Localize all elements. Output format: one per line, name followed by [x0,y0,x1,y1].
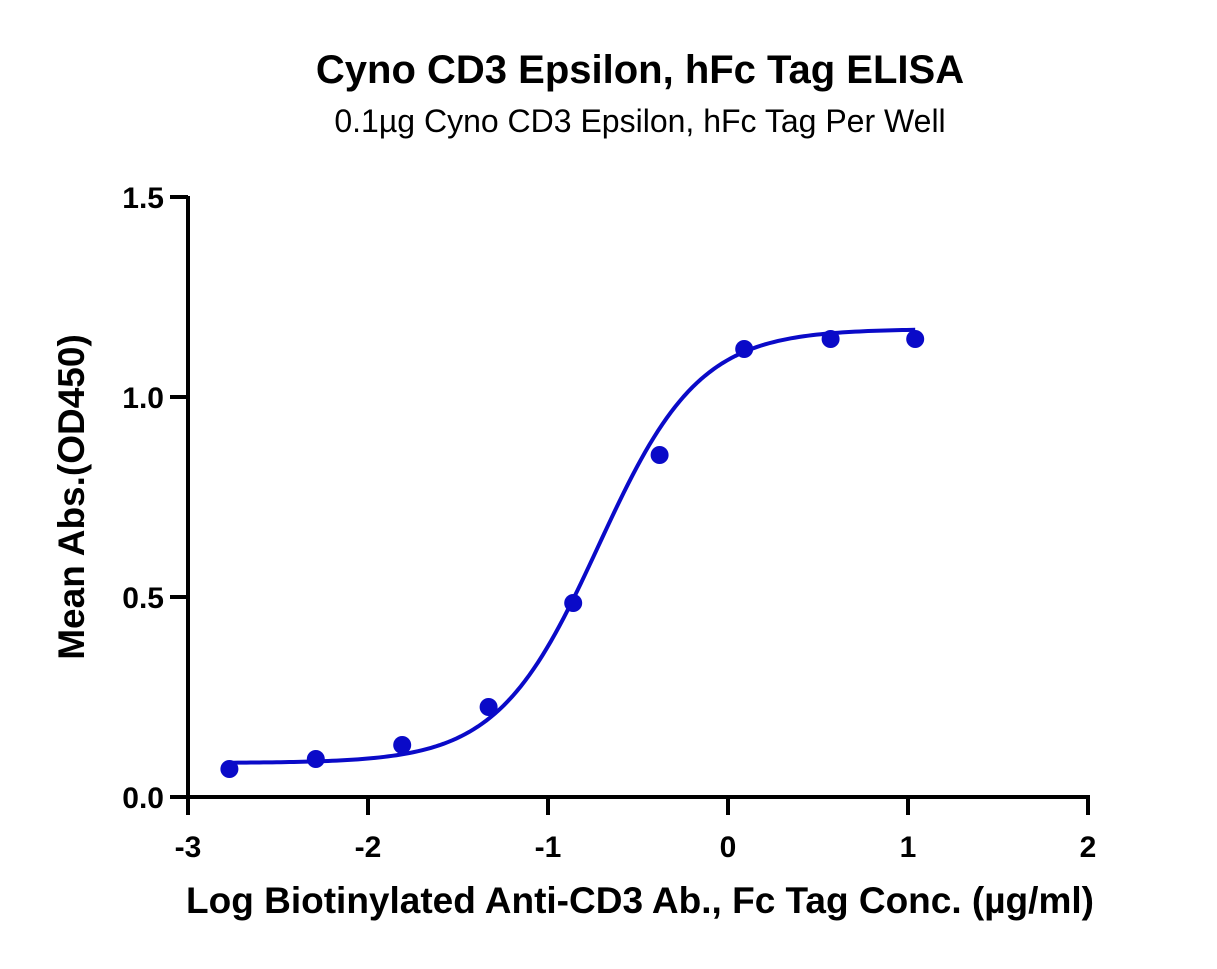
data-point [479,698,498,716]
x-axis-title: Log Biotinylated Anti-CD3 Ab., Fc Tag Co… [186,880,1094,921]
x-tick-label: -1 [535,831,562,864]
y-ticks: 0.0 0.5 1.0 1.5 [122,182,188,815]
x-tick-label: 0 [720,831,737,864]
data-point [650,446,669,464]
chart-title: Cyno CD3 Epsilon, hFc Tag ELISA [316,48,964,92]
y-axis-title: Mean Abs.(OD450) [51,334,92,660]
chart-subtitle: 0.1µg Cyno CD3 Epsilon, hFc Tag Per Well [334,103,945,139]
data-point [735,340,754,358]
data-point [393,736,412,754]
x-tick-label: -2 [355,831,382,864]
x-tick-label: 2 [1080,831,1097,864]
x-tick-label: -3 [175,831,202,864]
x-ticks: -3 -2 -1 0 1 2 [175,797,1097,864]
y-tick-label: 1.5 [122,182,164,215]
y-tick-label: 0.5 [122,582,164,615]
x-tick-label: 1 [900,831,917,864]
data-point [306,750,325,768]
y-tick-label: 0.0 [122,782,164,815]
data-point [220,760,239,778]
fit-curve [229,327,916,765]
y-tick-label: 1.0 [122,382,164,415]
data-point [564,594,583,612]
axes [186,196,1090,799]
data-point [821,330,840,348]
data-points [220,330,925,778]
data-point [906,330,925,348]
